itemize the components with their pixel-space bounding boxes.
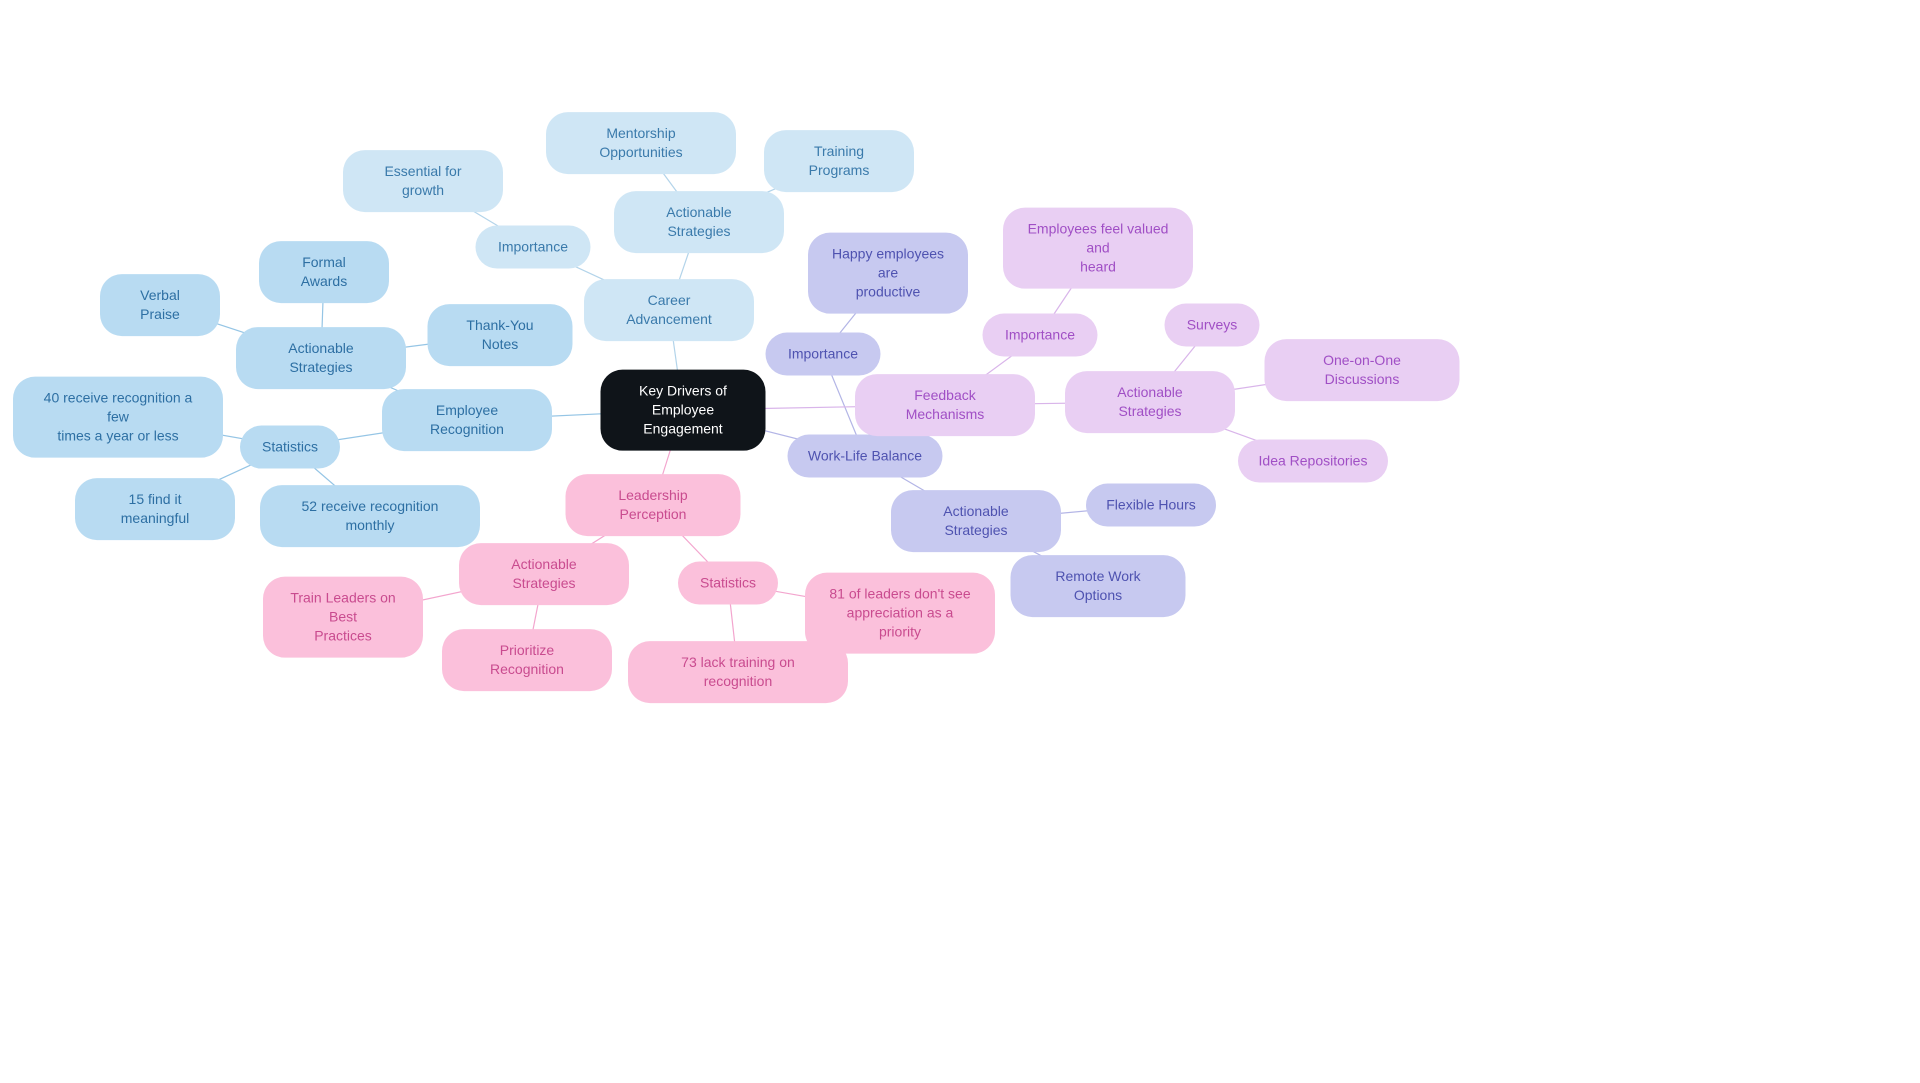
node-career: Career Advancement <box>584 279 754 341</box>
node-label: Key Drivers of Employee Engagement <box>621 382 746 439</box>
node-label: Train Leaders on Best Practices <box>283 589 403 646</box>
node-label: Actionable Strategies <box>1085 383 1215 421</box>
node-label: 15 find it meaningful <box>95 490 215 528</box>
mindmap-canvas: Key Drivers of Employee Engagement Employ… <box>0 0 1920 1083</box>
node-ld_stat_81: 81 of leaders don't see appreciation as … <box>805 573 995 654</box>
node-ca_imp_eg: Essential for growth <box>343 150 503 212</box>
node-label: Actionable Strategies <box>256 339 386 377</box>
node-label: Career Advancement <box>604 291 734 329</box>
node-label: Leadership Perception <box>586 486 721 524</box>
node-label: Work-Life Balance <box>808 447 922 466</box>
node-er_stat_15: 15 find it meaningful <box>75 478 235 540</box>
node-label: Thank-You Notes <box>448 316 553 354</box>
node-er_stat_40: 40 receive recognition a few times a yea… <box>13 377 223 458</box>
node-root: Key Drivers of Employee Engagement <box>601 370 766 451</box>
node-label: Surveys <box>1187 316 1238 335</box>
node-label: Importance <box>1005 326 1075 345</box>
node-label: Formal Awards <box>279 253 369 291</box>
node-er_stat: Statistics <box>240 426 340 469</box>
node-er_as_vp: Verbal Praise <box>100 274 220 336</box>
node-ca_as_tp: Training Programs <box>764 130 914 192</box>
node-wlb: Work-Life Balance <box>788 435 943 478</box>
node-ca_as: Actionable Strategies <box>614 191 784 253</box>
node-label: Remote Work Options <box>1031 567 1166 605</box>
node-label: Statistics <box>700 574 756 593</box>
node-emp_rec: Employee Recognition <box>382 389 552 451</box>
node-wlb_imp: Importance <box>766 333 881 376</box>
node-label: Actionable Strategies <box>911 502 1041 540</box>
node-lead: Leadership Perception <box>566 474 741 536</box>
node-label: Actionable Strategies <box>479 555 609 593</box>
node-label: Flexible Hours <box>1106 496 1195 515</box>
node-er_as_ty: Thank-You Notes <box>428 304 573 366</box>
node-label: 81 of leaders don't see appreciation as … <box>825 585 975 642</box>
node-label: One-on-One Discussions <box>1285 351 1440 389</box>
node-fb_as: Actionable Strategies <box>1065 371 1235 433</box>
node-ca_imp: Importance <box>476 226 591 269</box>
node-er_as: Actionable Strategies <box>236 327 406 389</box>
node-fb_as_idea: Idea Repositories <box>1238 440 1388 483</box>
node-fb_as_surveys: Surveys <box>1165 304 1260 347</box>
node-wlb_as_fh: Flexible Hours <box>1086 484 1216 527</box>
node-label: Happy employees are productive <box>828 245 948 302</box>
node-label: Statistics <box>262 438 318 457</box>
node-label: Importance <box>788 345 858 364</box>
node-label: Actionable Strategies <box>634 203 764 241</box>
node-label: 73 lack training on recognition <box>648 653 828 691</box>
node-ld_stat_73: 73 lack training on recognition <box>628 641 848 703</box>
node-wlb_as_rw: Remote Work Options <box>1011 555 1186 617</box>
node-ld_as_train: Train Leaders on Best Practices <box>263 577 423 658</box>
node-label: Prioritize Recognition <box>462 641 592 679</box>
node-label: Essential for growth <box>363 162 483 200</box>
node-label: 52 receive recognition monthly <box>280 497 460 535</box>
node-ld_as: Actionable Strategies <box>459 543 629 605</box>
node-label: Employees feel valued and heard <box>1023 220 1173 277</box>
node-label: Importance <box>498 238 568 257</box>
node-label: Feedback Mechanisms <box>875 386 1015 424</box>
node-label: Training Programs <box>784 142 894 180</box>
node-label: 40 receive recognition a few times a yea… <box>33 389 203 446</box>
node-fb_imp: Importance <box>983 314 1098 357</box>
node-wlb_as: Actionable Strategies <box>891 490 1061 552</box>
node-fb_as_1on1: One-on-One Discussions <box>1265 339 1460 401</box>
node-er_as_fa: Formal Awards <box>259 241 389 303</box>
node-label: Employee Recognition <box>402 401 532 439</box>
node-ca_as_mo: Mentorship Opportunities <box>546 112 736 174</box>
node-fb_imp_val: Employees feel valued and heard <box>1003 208 1193 289</box>
node-ld_as_prio: Prioritize Recognition <box>442 629 612 691</box>
node-label: Verbal Praise <box>120 286 200 324</box>
node-label: Idea Repositories <box>1259 452 1368 471</box>
node-er_stat_52: 52 receive recognition monthly <box>260 485 480 547</box>
node-label: Mentorship Opportunities <box>566 124 716 162</box>
node-ld_stat: Statistics <box>678 562 778 605</box>
node-wlb_imp_happy: Happy employees are productive <box>808 233 968 314</box>
node-fb: Feedback Mechanisms <box>855 374 1035 436</box>
